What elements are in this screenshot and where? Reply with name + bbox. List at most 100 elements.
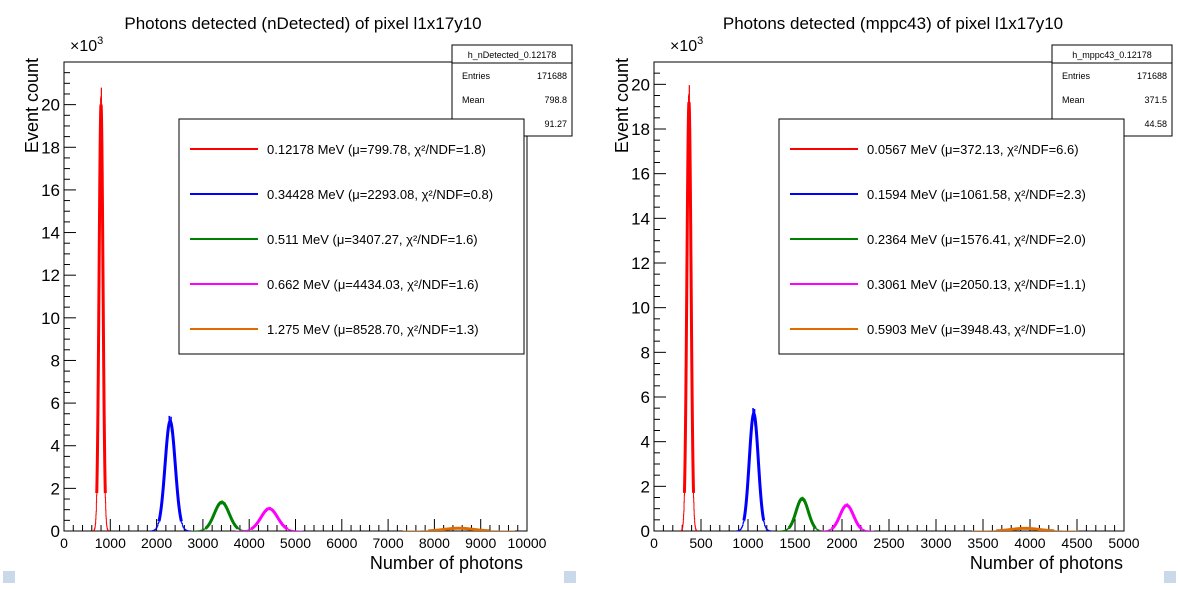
fit-curve-1 (95, 104, 107, 494)
x-tick-label: 1000 (732, 535, 763, 551)
legend-entry-3: 0.2364 MeV (μ=1576.41, χ²/NDF=2.0) (867, 232, 1086, 247)
x-tick-label: 4000 (234, 535, 265, 551)
y-tick-label: 12 (41, 266, 60, 285)
stats-value: 798.8 (544, 95, 567, 105)
histogram-2 (149, 415, 192, 531)
x-tick-label: 0 (60, 535, 68, 551)
fit-curve-3 (204, 500, 239, 530)
x-tick-label: 6000 (326, 535, 357, 551)
chart-ndetected: Photons detected (nDetected) of pixel l1… (22, 14, 573, 573)
legend-entry-1: 0.12178 MeV (μ=799.78, χ²/NDF=1.8) (267, 142, 486, 157)
y-axis-label: Event count (612, 58, 632, 153)
stats-name: h_mppc43_0.12178 (1072, 50, 1152, 60)
legend-entry-4: 0.662 MeV (μ=4434.03, χ²/NDF=1.6) (267, 277, 479, 292)
stats-name: h_nDetected_0.12178 (468, 50, 557, 60)
stats-value: 171688 (1137, 71, 1167, 81)
legend-entry-2: 0.1594 MeV (μ=1061.58, χ²/NDF=2.3) (867, 187, 1086, 202)
histogram-2 (735, 408, 773, 531)
x-tick-label: 3500 (967, 535, 998, 551)
x-tick-label: 5000 (280, 535, 311, 551)
y-tick-label: 14 (631, 209, 650, 228)
y-tick-label: 18 (41, 138, 60, 157)
legend-entry-5: 1.275 MeV (μ=8528.70, χ²/NDF=1.3) (267, 322, 479, 337)
stats-label: Entries (462, 71, 491, 81)
x-tick-label: 2000 (141, 535, 172, 551)
stats-label: Entries (1062, 71, 1091, 81)
pad-corner-marker (1164, 571, 1176, 583)
x-tick-label: 4500 (1061, 535, 1092, 551)
y-axis-multiplier: ×103 (70, 35, 103, 55)
legend-entry-2: 0.34428 MeV (μ=2293.08, χ²/NDF=0.8) (267, 187, 493, 202)
y-tick-label: 20 (631, 75, 650, 94)
pad-corner-marker (3, 571, 15, 583)
histogram-3 (777, 496, 828, 531)
y-tick-label: 0 (51, 522, 60, 541)
y-tick-label: 2 (51, 479, 60, 498)
y-tick-label: 4 (51, 437, 60, 456)
x-tick-label: 4000 (1014, 535, 1045, 551)
histogram-4 (235, 506, 304, 531)
multiplier-base: ×10 (70, 38, 97, 55)
fit-curve-1 (682, 101, 696, 493)
plot-area (92, 87, 515, 531)
legend-box (178, 118, 525, 355)
chart-title: Photons detected (mppc43) of pixel l1x17… (723, 14, 1063, 33)
y-tick-label: 16 (41, 181, 60, 200)
y-tick-label: 10 (631, 299, 650, 318)
y-tick-label: 20 (41, 96, 60, 115)
legend-entry-3: 0.511 MeV (μ=3407.27, χ²/NDF=1.6) (267, 232, 478, 247)
y-tick-label: 18 (631, 120, 650, 139)
x-axis-label: Number of photons (970, 553, 1123, 573)
legend-box (778, 118, 1125, 355)
y-tick-label: 6 (51, 394, 60, 413)
fit-curve-4 (250, 507, 289, 531)
legend-entry-1: 0.0567 MeV (μ=372.13, χ²/NDF=6.6) (867, 142, 1079, 157)
x-axis-label: Number of photons (370, 553, 523, 573)
y-axis-label: Event count (22, 58, 42, 153)
stats-value: 171688 (537, 71, 567, 81)
plot-area (680, 85, 1079, 531)
x-tick-label: 3000 (187, 535, 218, 551)
y-axis-multiplier: ×103 (670, 35, 703, 55)
x-tick-label: 5000 (1108, 535, 1139, 551)
y-tick-label: 10 (41, 309, 60, 328)
multiplier-base: ×10 (670, 38, 697, 55)
y-tick-label: 14 (41, 224, 60, 243)
chart-mppc43: Photons detected (mppc43) of pixel l1x17… (612, 14, 1173, 573)
stats-value: 44.58 (1144, 119, 1167, 129)
y-tick-label: 2 (641, 477, 650, 496)
x-tick-label: 1500 (779, 535, 810, 551)
y-tick-label: 8 (51, 351, 60, 370)
pad-corner-marker (564, 571, 576, 583)
y-tick-label: 16 (631, 165, 650, 184)
y-tick-label: 8 (641, 343, 650, 362)
fit-curve-4 (830, 503, 863, 530)
fit-curve-5 (428, 526, 490, 531)
stats-value: 91.27 (544, 119, 567, 129)
x-tick-label: 8000 (419, 535, 450, 551)
multiplier-exponent: 3 (97, 35, 103, 47)
x-tick-label: 10000 (508, 535, 547, 551)
fit-curve-2 (742, 411, 766, 521)
y-tick-label: 12 (631, 254, 650, 273)
x-tick-label: 3000 (920, 535, 951, 551)
histogram-4 (819, 503, 875, 531)
x-tick-label: 7000 (373, 535, 404, 551)
y-tick-label: 4 (641, 433, 650, 452)
y-tick-label: 0 (641, 522, 650, 541)
fit-curve-2 (157, 419, 183, 522)
x-tick-label: 500 (689, 535, 713, 551)
x-tick-label: 9000 (465, 535, 496, 551)
stats-value: 371.5 (1144, 95, 1167, 105)
fit-curve-5 (996, 526, 1055, 531)
x-tick-label: 2500 (873, 535, 904, 551)
stats-label: Mean (1062, 95, 1085, 105)
chart-title: Photons detected (nDetected) of pixel l1… (124, 14, 481, 33)
legend-entry-4: 0.3061 MeV (μ=2050.13, χ²/NDF=1.1) (867, 277, 1086, 292)
x-tick-label: 1000 (95, 535, 126, 551)
fit-curve-3 (787, 497, 817, 530)
stats-label: Mean (462, 95, 485, 105)
multiplier-exponent: 3 (697, 35, 703, 47)
x-tick-label: 2000 (826, 535, 857, 551)
y-tick-label: 6 (641, 388, 650, 407)
